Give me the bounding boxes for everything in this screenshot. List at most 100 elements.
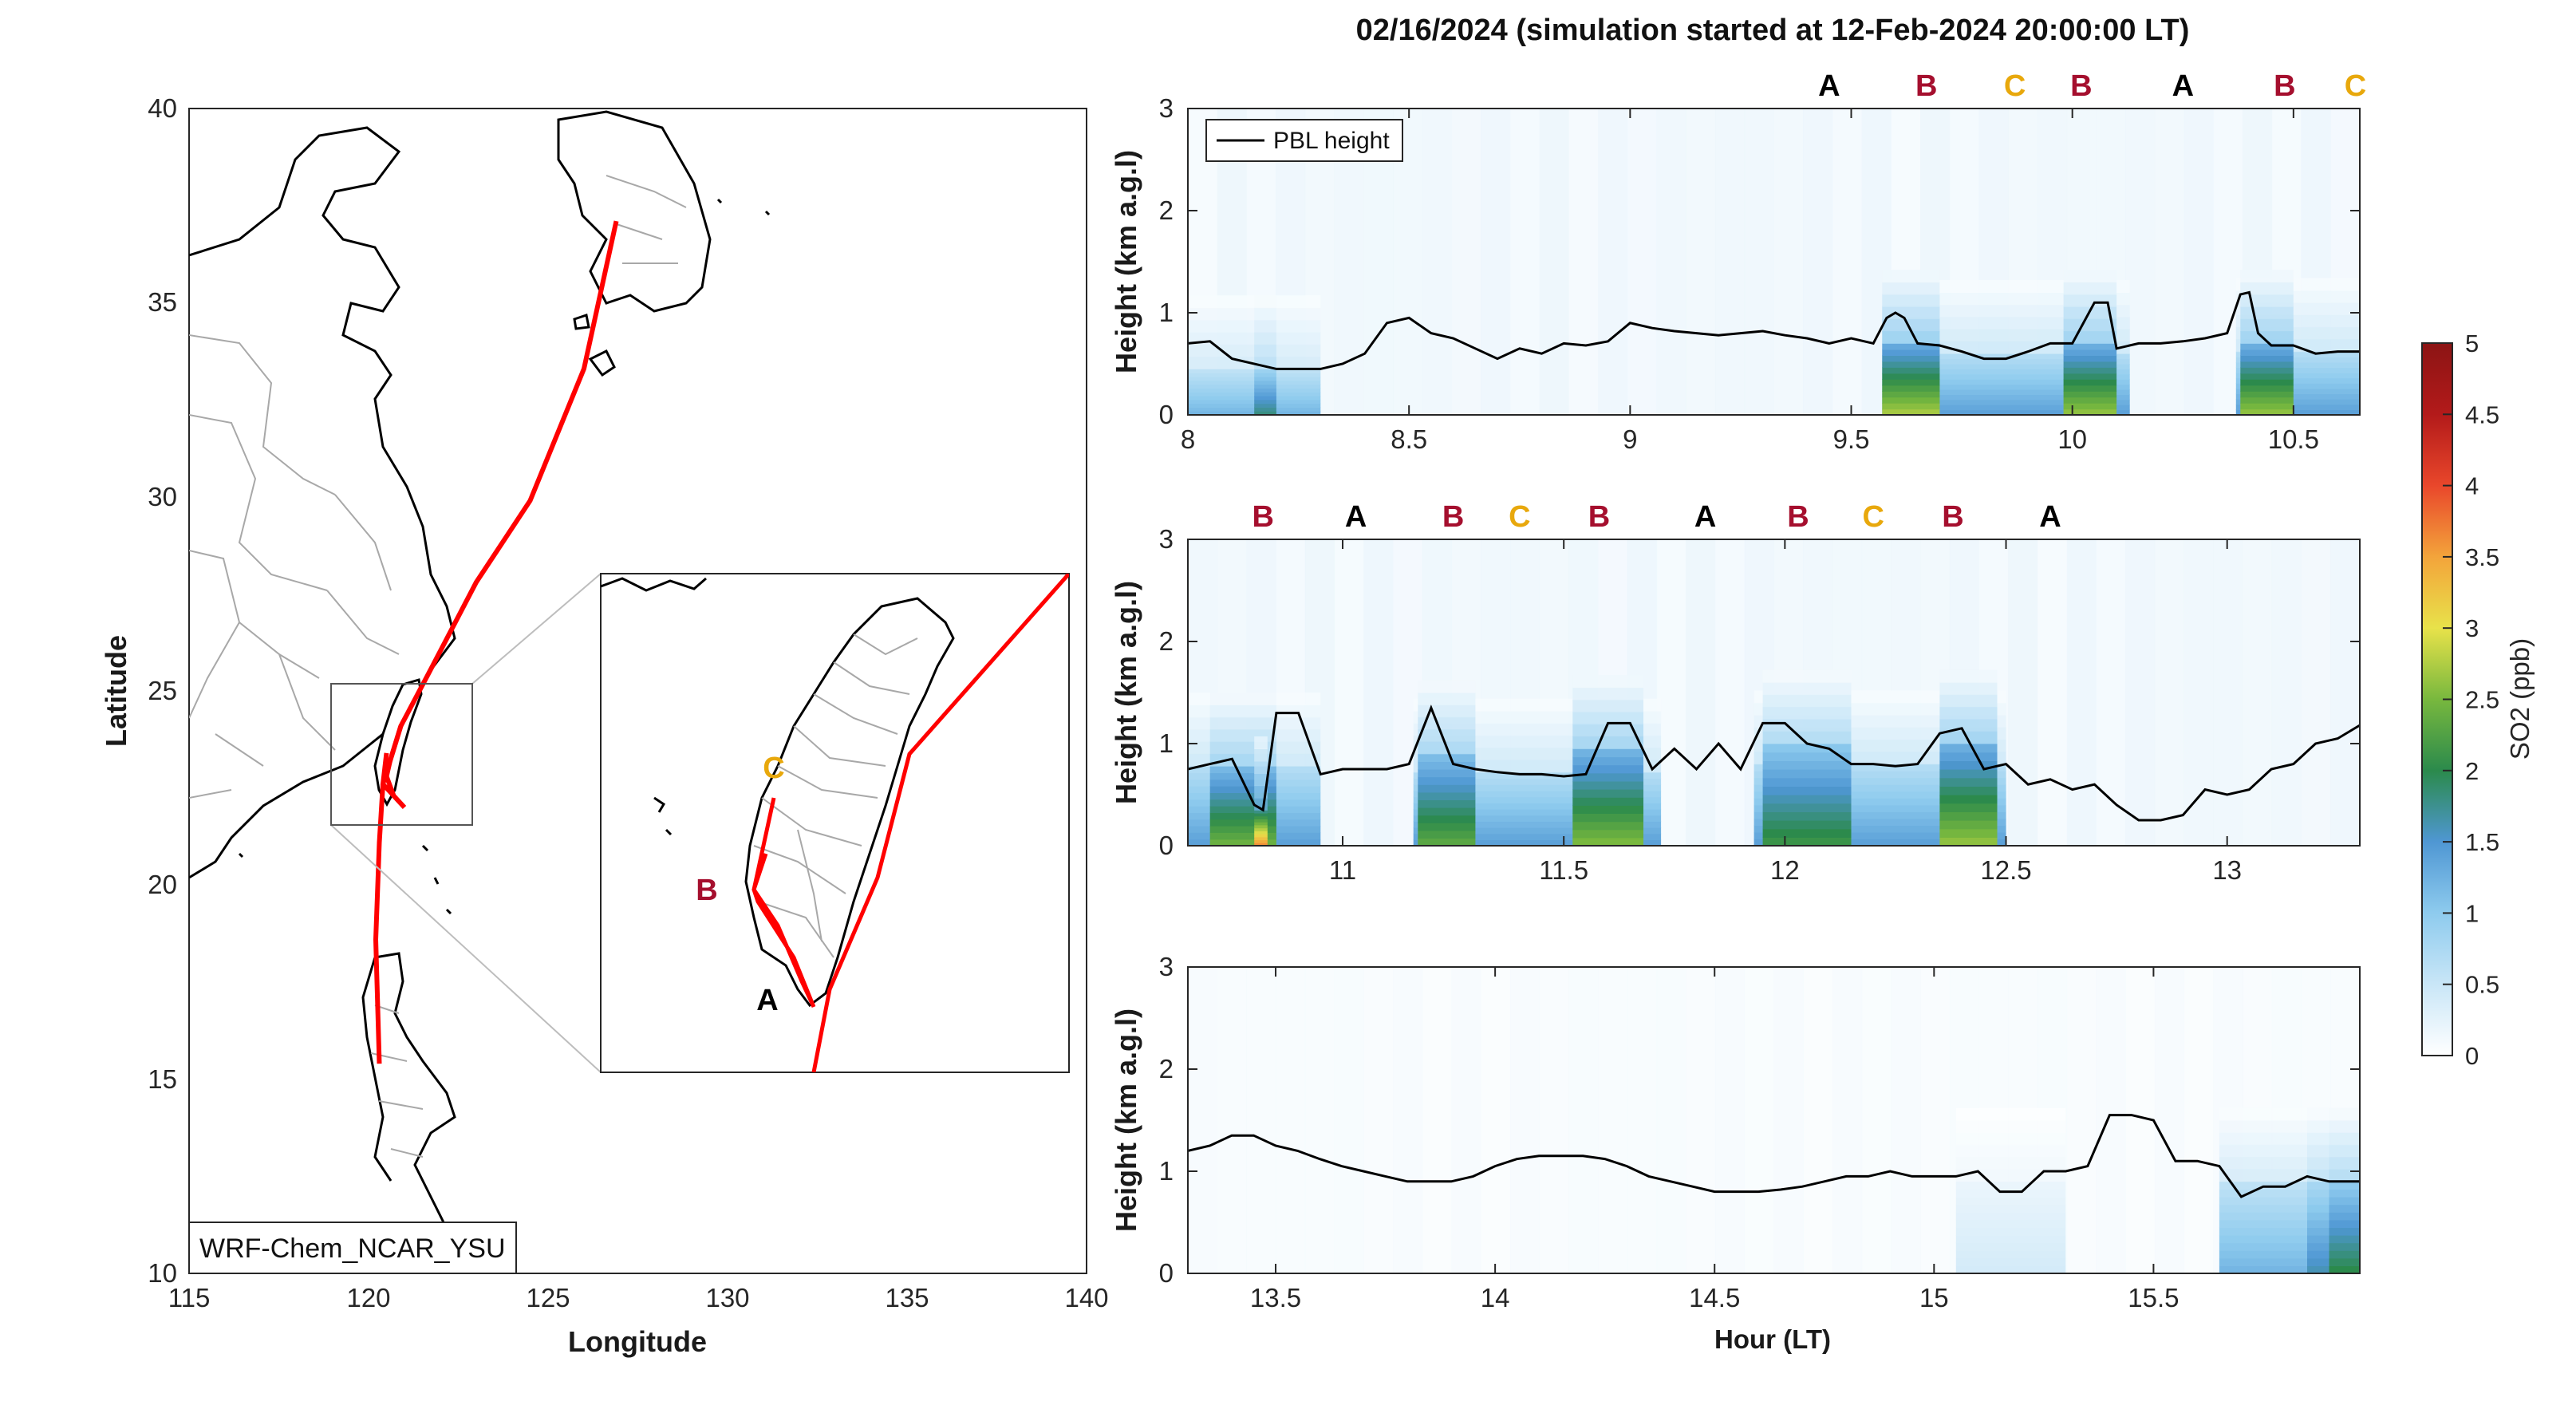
so2-haze-cell <box>1510 109 1540 415</box>
so2-cap-cell <box>1762 694 1852 708</box>
so2-cell <box>1254 824 1268 829</box>
y-tick-label: 3 <box>1159 93 1174 123</box>
so2-cell <box>2240 403 2294 410</box>
so2-cap-cell <box>1188 295 1321 309</box>
so2-cap-cell <box>1418 680 1476 693</box>
so2-cell <box>2240 349 2294 356</box>
so2-cell <box>1762 752 1852 761</box>
so2-cell <box>1882 391 1940 398</box>
so2-cell <box>2307 1257 2329 1266</box>
map-xtick: 115 <box>168 1283 211 1312</box>
so2-cell <box>2063 343 2117 350</box>
so2-cell <box>1254 399 1276 405</box>
so2-cell <box>1254 392 1276 397</box>
so2-cell <box>2063 373 2117 380</box>
so2-cap-cell <box>1188 307 1321 321</box>
so2-cap-cell <box>2307 1144 2329 1158</box>
so2-cell <box>2240 343 2294 350</box>
so2-cell <box>1413 833 1662 840</box>
so2-cell <box>1188 369 1321 373</box>
figure-title: 02/16/2024 (simulation started at 12-Feb… <box>1356 14 2190 47</box>
so2-cell <box>2063 403 2117 410</box>
so2-haze-cell <box>1304 967 1335 1273</box>
so2-cap-cell <box>1939 706 1998 720</box>
so2-cell <box>1209 832 1276 840</box>
so2-cell <box>2329 1219 2360 1228</box>
so2-cell <box>1882 373 2130 380</box>
so2-haze-cell <box>2066 967 2097 1273</box>
so2-cap-cell <box>1762 731 1852 744</box>
segment-label: B <box>2070 69 2092 103</box>
pbl-height-line-3 <box>1188 1114 2360 1198</box>
so2-cap-cell <box>1882 331 1940 344</box>
so2-cell <box>2235 367 2360 373</box>
segment-label: B <box>1915 69 1937 103</box>
so2-cap-cell <box>2063 270 2117 283</box>
panel-2-y-label: Height (km a.g.l) <box>1110 581 1142 804</box>
so2-cell <box>2329 1189 2360 1198</box>
map-xtick: 125 <box>526 1283 570 1312</box>
so2-cap-cell <box>1762 669 1852 683</box>
colorbar-tick-label: 2.5 <box>2465 686 2499 714</box>
so2-haze-cell <box>1715 967 1746 1273</box>
so2-cell <box>1572 789 1643 798</box>
x-tick-label: 12.5 <box>1980 855 2031 885</box>
y-tick-label: 2 <box>1159 195 1174 225</box>
so2-cap-cell <box>1209 705 1276 718</box>
so2-cell <box>1762 837 1852 846</box>
province-borders-korea <box>606 175 687 264</box>
so2-haze-cell <box>1715 539 1746 846</box>
so2-cell <box>1882 385 1940 392</box>
so2-cap-cell <box>2329 1157 2360 1170</box>
so2-haze-cell <box>2096 967 2126 1273</box>
legend-pbl-label: PBL height <box>1273 128 1390 154</box>
x-tick-label: 9.5 <box>1833 424 1870 454</box>
so2-haze-cell <box>2038 539 2068 846</box>
model-label-box <box>188 1222 517 1274</box>
so2-cell <box>1955 1212 2066 1221</box>
so2-cell <box>2307 1189 2329 1198</box>
x-tick-label: 8.5 <box>1391 424 1427 454</box>
map-ytick: 25 <box>148 676 177 705</box>
so2-cell <box>1254 369 1276 373</box>
so2-cell <box>2307 1242 2329 1251</box>
so2-cell <box>1955 1204 2066 1213</box>
so2-haze-cell <box>2154 967 2185 1273</box>
so2-cap-cell <box>1955 1157 2066 1170</box>
so2-cell <box>1418 815 1476 823</box>
so2-cell <box>1572 772 1643 782</box>
so2-cap-cell <box>2240 270 2294 283</box>
x-tick-label: 8 <box>1181 424 1195 454</box>
so2-cell <box>1882 394 2130 401</box>
so2-haze-cell <box>1363 967 1394 1273</box>
so2-cell <box>1939 744 1998 753</box>
inset-taiwan-coast <box>744 597 955 1008</box>
segment-label: B <box>1942 500 1963 534</box>
so2-haze-cell <box>1920 967 1951 1273</box>
so2-haze-cell <box>1627 967 1658 1273</box>
so2-haze-cell <box>1598 109 1628 415</box>
map-panel: 115 120 125 130 135 140 10 15 20 25 30 3… <box>100 93 1109 1358</box>
so2-cell <box>1955 1219 2066 1228</box>
so2-cell <box>2240 367 2294 374</box>
colorbar-tick-label: 5 <box>2465 330 2479 357</box>
so2-cell <box>1254 380 1276 385</box>
so2-cell <box>1254 822 1268 826</box>
so2-haze-cell <box>1627 109 1658 415</box>
so2-cap-cell <box>1254 320 1276 333</box>
map-ytick: 35 <box>148 287 177 317</box>
so2-cell <box>1413 772 1662 780</box>
so2-cell <box>1254 834 1268 838</box>
y-tick-label: 3 <box>1159 524 1174 554</box>
map-x-ticks: 115 120 125 130 135 140 <box>168 1283 1109 1312</box>
axes-frame-2 <box>1187 539 2361 847</box>
so2-cell <box>2235 351 2360 357</box>
axis-ticks-1: 8 8.5 9 9.5 10 10.5 0 1 2 3 <box>1159 93 2360 454</box>
x-tick-label: 11.5 <box>1539 855 1588 885</box>
colorbar-label: SO2 (ppb) <box>2505 638 2535 760</box>
so2-cell <box>2307 1197 2329 1206</box>
so2-cap-cell <box>2329 1169 2360 1182</box>
map-ytick: 40 <box>148 93 177 123</box>
so2-cell <box>2329 1181 2360 1190</box>
